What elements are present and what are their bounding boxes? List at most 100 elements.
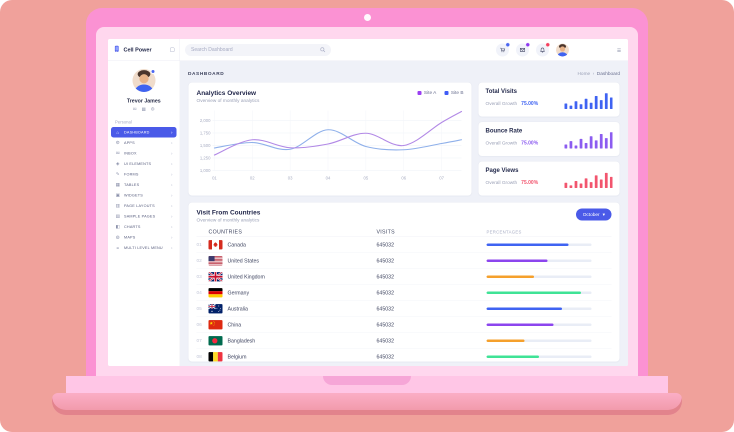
sidebar: Trevor James ✉ ▦ ⚙ Personal ⌂ Dashboard › ⚙ Ap… [108,61,180,366]
sidebar-toggle-icon[interactable] [170,47,175,52]
notification-badge [505,42,510,47]
laptop-lid: Cell Power ≡ [86,8,648,376]
country-flag [208,304,228,314]
sidebar-item-dashboard[interactable]: ⌂ Dashboard › [111,127,177,138]
table-row: 02 United States 645032 [196,253,612,269]
sidebar-item-forms[interactable]: ✎ Forms › [111,169,177,180]
sidebar-item-page-layouts[interactable]: ▥ Page Layouts › [111,201,177,212]
topbar-avatar[interactable] [555,43,569,57]
sidebar-item-widgets[interactable]: ▣ Widgets › [111,190,177,201]
country-percentage-bar [486,291,592,294]
sidebar-item-label: UI Elements [124,161,152,167]
chevron-right-icon: › [171,245,173,251]
grid-icon[interactable]: ▦ [141,106,146,112]
mail-notification-button[interactable] [515,42,530,57]
countries-table: Countries Visits Percentages 01 Canada 645… [196,227,612,362]
chevron-right-icon: › [171,192,173,198]
country-flag [208,288,228,298]
table-row: 01 Canada 645032 [196,237,612,253]
menu-icon: ≡ [116,245,120,251]
flag-bd-icon [208,336,223,346]
hamburger-menu-icon[interactable]: ≡ [616,45,621,54]
stat-growth-value: 75.00% [521,180,539,186]
country-percentage-bar [486,307,592,310]
online-status-dot [150,69,156,74]
stat-card: Total Visits Overall Growth 75.00% [478,82,620,117]
svg-text:05: 05 [364,175,369,180]
sidebar-item-label: Maps [124,235,136,240]
avatar[interactable] [132,69,156,95]
sidebar-section-label: Personal [115,119,132,125]
user-name: Trevor James [126,98,161,104]
topbar: Cell Power ≡ [108,39,628,61]
chevron-right-icon: › [171,234,173,240]
mail-icon[interactable]: ✉ [132,106,137,112]
legend-item-site-b[interactable]: Site B [444,90,464,96]
table-icon: ▦ [115,182,120,187]
gear-icon: ⚙ [115,140,120,145]
cart-notification-button[interactable] [495,42,510,57]
chevron-right-icon: › [171,161,173,167]
stat-growth-label: Overall Growth [485,140,518,147]
country-flag [208,336,228,346]
country-percentage-bar [486,275,592,278]
analytics-subtitle: Overview of monthly analytics [196,98,260,104]
svg-text:03: 03 [288,175,293,180]
legend-item-site-a[interactable]: Site A [417,90,436,96]
svg-text:07: 07 [439,175,444,180]
svg-text:04: 04 [326,175,331,180]
country-flag [208,352,228,362]
sidebar-item-charts[interactable]: ◧ Charts › [111,222,177,233]
country-name: Belgium [227,353,247,360]
stat-card-title: Bounce Rate [485,127,523,134]
sidebar-item-label: Sample Pages [124,214,156,219]
country-name: United States [227,257,260,264]
sidebar-item-multi-level-menu[interactable]: ≡ Multi Level Menu › [111,243,177,254]
row-number: 05 [196,306,202,312]
profile-quick-icons: ✉ ▦ ⚙ [108,107,180,113]
breadcrumb-home-link[interactable]: Home [577,70,591,77]
header-percentages: Percentages [486,229,522,235]
table-row: 07 Bangladesh 645032 [196,333,612,349]
table-row: 08 Belgium 645032 [197,349,612,362]
dashboard-screen: Cell Power ≡ [108,39,628,366]
svg-text:1,500: 1,500 [200,143,211,148]
brand[interactable]: Cell Power [108,39,180,61]
sidebar-item-apps[interactable]: ⚙ Apps › [111,138,177,149]
stat-card-title: Total Visits [485,87,517,95]
sidebar-item-sample-pages[interactable]: ▤ Sample Pages › [111,211,177,222]
search-input[interactable] [185,43,331,56]
stat-card: Page Views Overall Growth 75.00% [478,161,620,196]
table-row: 06 China 645032 [196,317,612,333]
country-visits: 645032 [376,289,395,296]
flag-ca-icon [208,240,223,250]
header-visits: Visits [376,228,395,235]
sidebar-item-ui-elements[interactable]: ◈ UI Elements › [111,159,177,170]
country-name: United Kingdom [227,273,265,280]
sidebar-item-tables[interactable]: ▦ Tables › [111,180,177,191]
row-number: 06 [196,322,202,328]
country-flag [208,320,228,330]
legend-label: Site A [423,90,437,96]
row-number: 04 [196,290,202,296]
mail-icon: ✉ [115,150,120,156]
chart-icon: ◧ [115,224,120,229]
chevron-right-icon: › [171,213,173,219]
search-icon[interactable] [320,46,327,55]
diamond-icon: ◈ [116,161,120,166]
sidebar-item-maps[interactable]: ◍ Maps › [111,232,177,243]
period-dropdown-button[interactable]: October ▾ [576,208,612,221]
layout-icon: ▥ [115,203,120,208]
stat-growth-value: 75.00% [521,140,539,147]
country-percentage-bar [486,323,592,326]
laptop-base [52,393,682,415]
svg-text:1,000: 1,000 [200,168,211,173]
stats-column: Total Visits Overall Growth 75.00% Bounc… [478,82,620,196]
dashboard-app: Cell Power ≡ [108,39,628,366]
search-bar [185,43,331,56]
sidebar-item-inbox[interactable]: ✉ Inbox › [111,148,177,159]
gear-icon[interactable]: ⚙ [150,106,155,112]
row-number: 08 [196,354,202,360]
svg-text:2,000: 2,000 [200,118,211,123]
bell-notification-button[interactable] [535,42,550,57]
